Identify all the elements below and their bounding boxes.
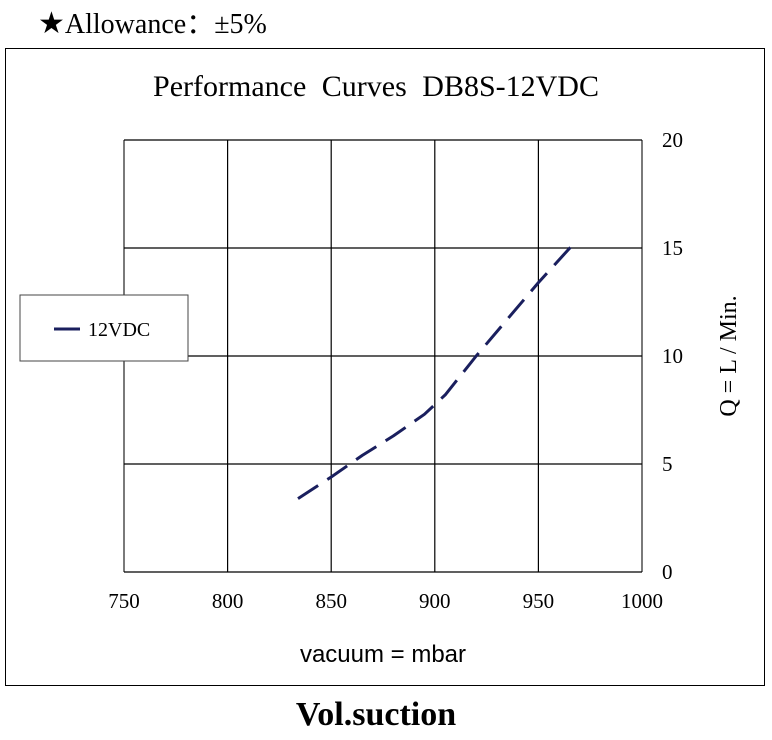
chart-title: Performance Curves DB8S-12VDC	[153, 70, 599, 103]
legend-label: 12VDC	[88, 319, 150, 341]
caption: Vol.suction	[295, 696, 457, 733]
chart-frame	[5, 48, 765, 686]
allowance-text: Allowance：±5%	[64, 9, 267, 40]
y-tick-label: 0	[662, 560, 673, 584]
y-tick-label: 5	[662, 452, 673, 476]
x-tick-label: 1000	[621, 589, 663, 613]
x-axis-label: vacuum = mbar	[300, 641, 466, 668]
x-tick-label: 950	[523, 589, 555, 613]
y-tick-label: 20	[662, 128, 683, 152]
allowance-note: ★Allowance：±5%	[38, 2, 267, 42]
y-tick-label: 15	[662, 236, 683, 260]
x-tick-label: 800	[212, 589, 244, 613]
y-axis-label: Q = L / Min.	[716, 295, 742, 416]
y-tick-label: 10	[662, 344, 683, 368]
series-line	[297, 240, 577, 500]
x-tick-label: 900	[419, 589, 451, 613]
x-tick-label: 750	[108, 589, 140, 613]
x-tick-label: 850	[315, 589, 347, 613]
performance-chart: 750 800 850 900 950 1000 0 5 10 15 20 vacuum = mbar…	[19, 128, 742, 668]
legend-box	[19, 294, 189, 362]
star-icon: ★	[38, 7, 65, 40]
